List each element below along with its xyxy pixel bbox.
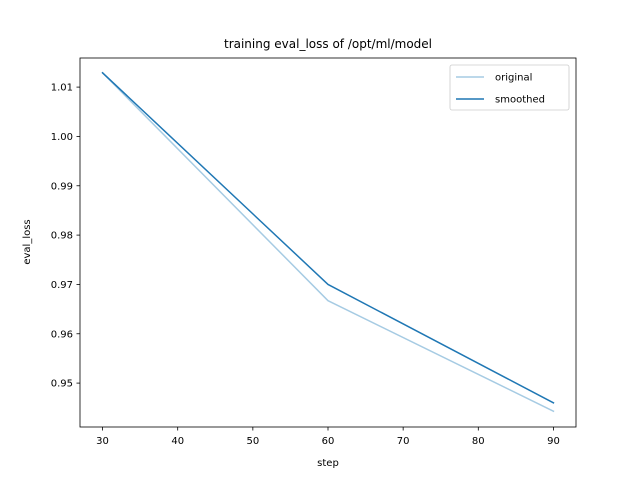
chart-title: training eval_loss of /opt/ml/model [224,37,432,51]
series-group [101,71,555,413]
plot-background [80,58,576,427]
plot-area [80,58,576,427]
x-tick-label: 80 [472,436,485,447]
x-tick-label: 70 [397,436,410,447]
x-axis: 30 40 50 60 70 80 90 [96,427,560,447]
x-tick-label: 40 [171,436,184,447]
y-axis-label: eval_loss [22,219,33,264]
x-tick-label: 90 [547,436,560,447]
legend: original smoothed [449,64,570,111]
y-tick-label: 0.98 [51,231,73,242]
legend-label-smoothed: smoothed [495,95,545,106]
x-tick-label: 60 [322,436,335,447]
legend-label-original: original [495,73,532,84]
y-tick-label: 0.95 [51,379,73,390]
x-tick-label: 50 [246,436,259,447]
y-tick-label: 0.96 [51,329,73,340]
series-line-smoothed [101,71,555,404]
y-tick-label: 1.00 [51,132,73,143]
y-axis: 0.95 0.96 0.97 0.98 0.99 1.00 1.01 [51,83,80,390]
y-tick-label: 1.01 [51,83,73,94]
x-axis-label: step [317,458,339,469]
y-tick-label: 0.99 [51,181,73,192]
x-tick-label: 30 [96,436,109,447]
y-tick-label: 0.97 [51,280,73,291]
series-line-original [101,71,555,413]
